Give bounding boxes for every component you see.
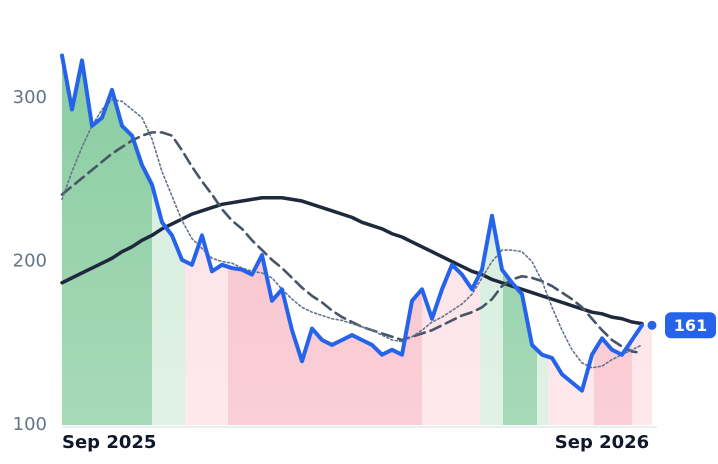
regime-band — [503, 55, 537, 426]
x-tick-label: Sep 2026 — [555, 432, 649, 453]
regime-band — [185, 55, 228, 426]
price-line — [60, 53, 644, 393]
value-label: 161 — [674, 316, 707, 335]
regime-band — [228, 55, 422, 426]
regime-band — [537, 55, 548, 426]
y-tick-label: 300 — [13, 87, 47, 108]
last-point-dot — [647, 320, 657, 330]
regime-band — [632, 55, 652, 426]
y-tick-label: 200 — [13, 251, 47, 272]
moving-average-line — [60, 196, 644, 326]
regime-band — [422, 55, 480, 426]
moving-average-line — [61, 98, 643, 369]
moving-average-line — [60, 131, 644, 355]
x-tick-label: Sep 2025 — [62, 432, 156, 453]
regime-areas — [62, 55, 652, 426]
y-tick-label: 100 — [13, 414, 47, 435]
value-label-bg — [665, 312, 716, 339]
